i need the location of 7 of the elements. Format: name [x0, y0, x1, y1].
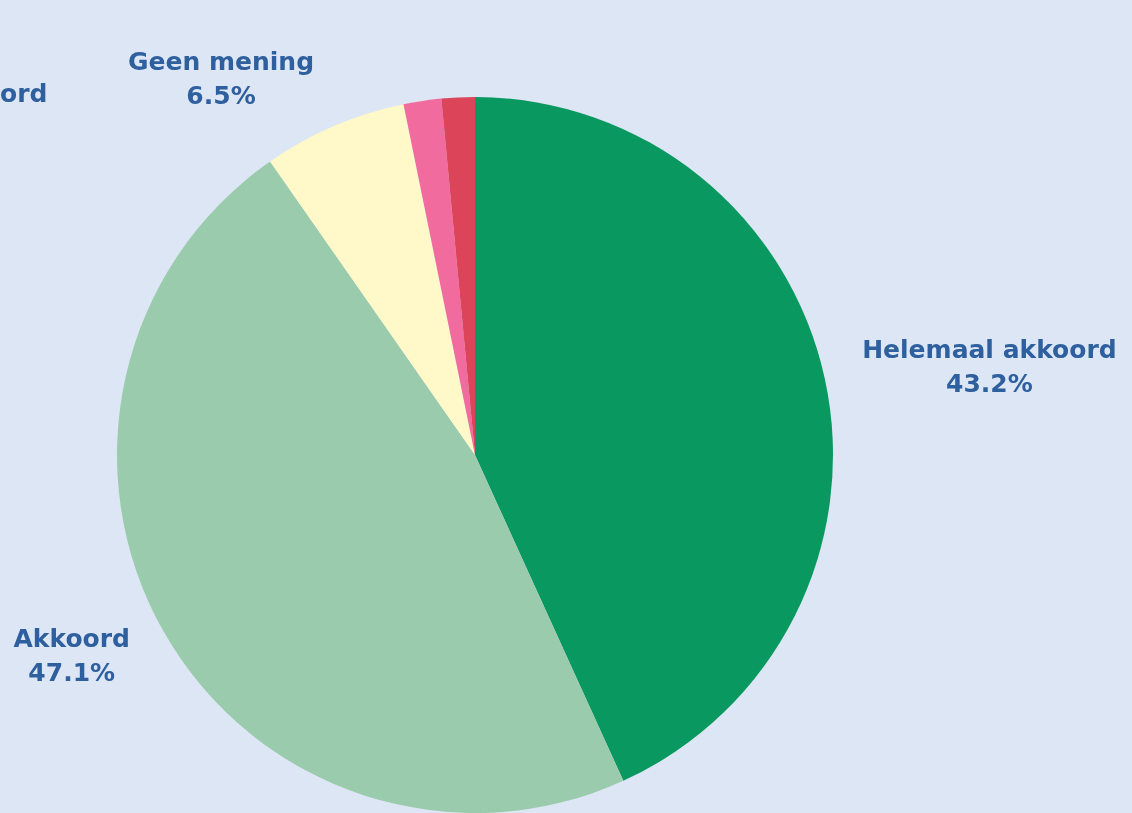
data-label: 43.2% [946, 369, 1033, 398]
slice-label: Akkoord [13, 623, 130, 653]
slice-label: Geen mening [128, 46, 315, 76]
slice-label: Helemaal akkoord [862, 335, 1117, 364]
data-label: 6.5% [186, 80, 256, 110]
text: ord [0, 78, 48, 108]
data-label: 47.1% [28, 657, 116, 687]
